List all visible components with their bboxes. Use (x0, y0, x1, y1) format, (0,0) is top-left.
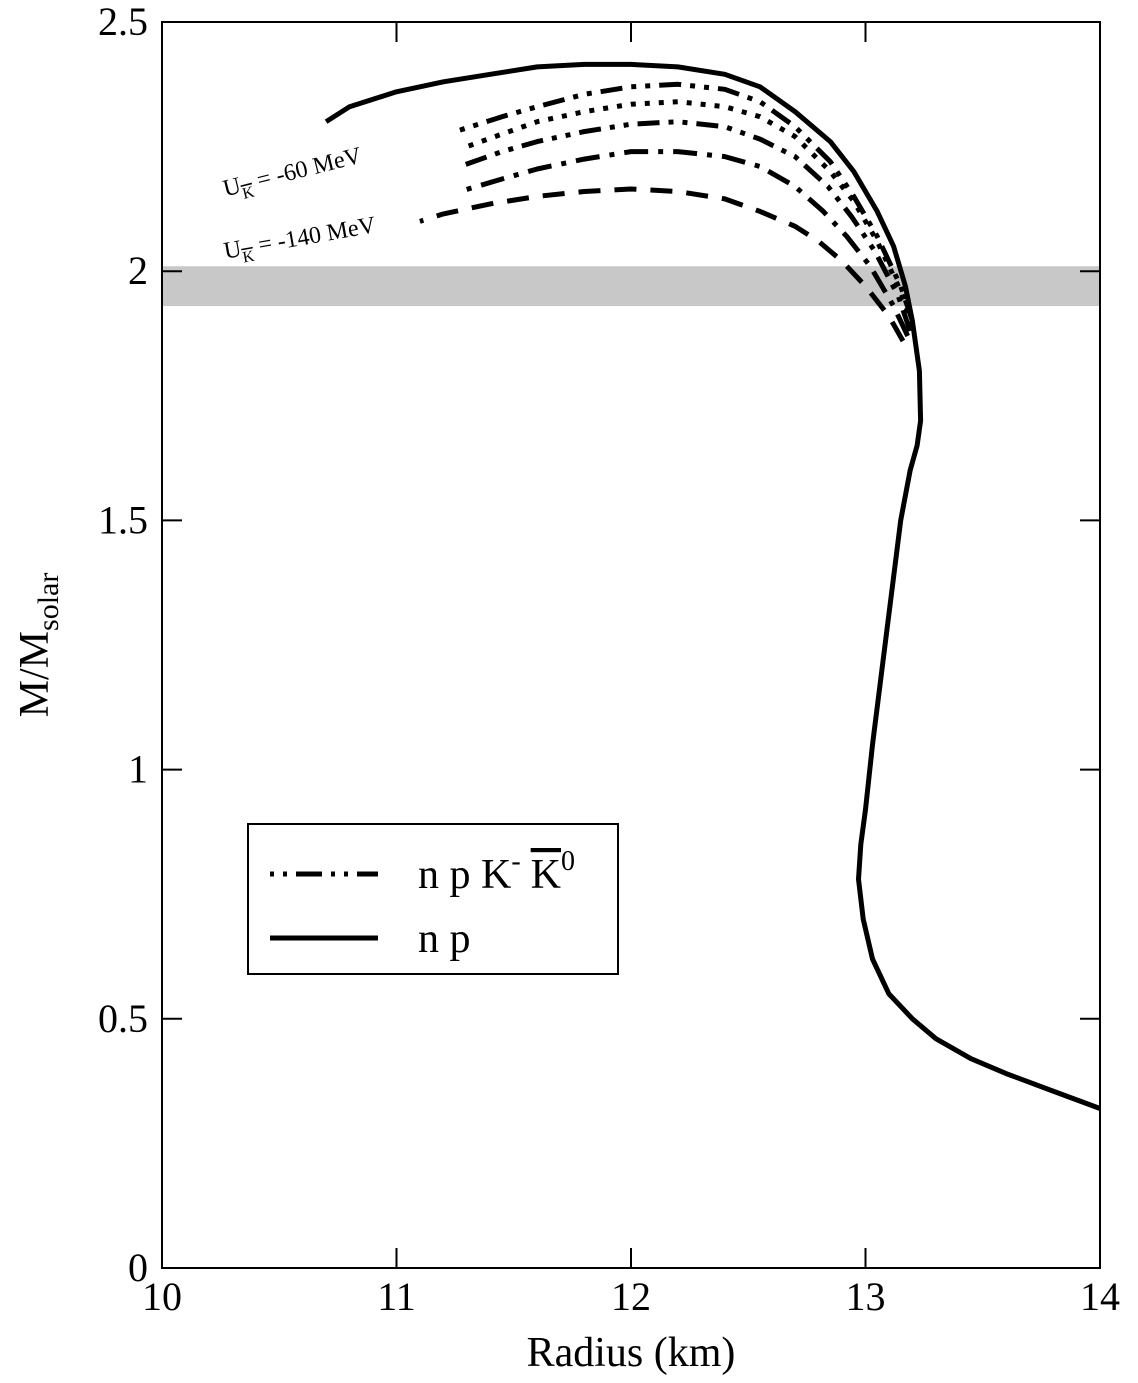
y-tick-label: 1 (128, 747, 148, 792)
y-axis-label: M/Msolar (12, 573, 65, 718)
ticks-layer (161, 21, 1101, 1269)
annotation-u-k-60-text: UK = -60 MeV (220, 143, 366, 208)
annotation-u-sub: K (241, 184, 257, 203)
legend-label-kbar: K (531, 852, 561, 898)
annotation-u-k-140-text: UK = -140 MeV (222, 212, 379, 269)
plot-frame (161, 21, 1101, 1269)
annotation-u-rest: = -140 MeV (250, 212, 378, 259)
series-line-2 (466, 99, 915, 327)
series-line-3 (458, 119, 913, 332)
legend-label-kaon-sup1: - (511, 846, 520, 877)
y-axis-label-main: M/M (12, 631, 58, 717)
annotation-u-k-140: UK = -140 MeV (222, 212, 379, 269)
legend-box (247, 823, 619, 975)
x-tick-label: 12 (611, 1274, 651, 1319)
annotation-u-main: U (222, 236, 244, 265)
y-axis-label-sub: solar (32, 573, 65, 631)
series-line-1 (454, 81, 915, 322)
annotation-u-rest: = -60 MeV (249, 143, 365, 196)
x-tick-label: 14 (1080, 1274, 1120, 1319)
annotation-u-k-60: UK = -60 MeV (220, 143, 366, 208)
legend-label-np: n p (418, 916, 471, 962)
legend-label-kaon: n p K- K0 (418, 846, 575, 898)
y-tick-label: 2.5 (98, 0, 148, 44)
y-tick-label: 0 (128, 1245, 148, 1290)
x-tick-label: 10 (142, 1274, 182, 1319)
y-tick-label: 1.5 (98, 497, 148, 542)
series-line-4 (459, 149, 910, 338)
y-tick-label: 0.5 (98, 996, 148, 1041)
annotation-u-main: U (220, 173, 243, 202)
legend-label-kaon-sup2: 0 (561, 846, 575, 877)
annotation-u-sub: K (241, 248, 256, 267)
series-layer (324, 61, 1101, 1111)
legend: n p K- K0 n p (247, 823, 619, 975)
x-axis-label: Radius (km) (527, 1330, 736, 1376)
series-line-0 (324, 61, 1101, 1111)
tick-labels: 10 11 12 13 14 0 0.5 1 1.5 2 2.5 (98, 0, 1120, 1319)
series-line-5 (419, 186, 906, 343)
y-tick-label: 2 (128, 248, 148, 293)
x-tick-label: 11 (377, 1274, 416, 1319)
mass-constraint-band (162, 266, 1100, 307)
x-tick-label: 13 (846, 1274, 886, 1319)
legend-label-kaon-main: n p K (418, 852, 511, 898)
